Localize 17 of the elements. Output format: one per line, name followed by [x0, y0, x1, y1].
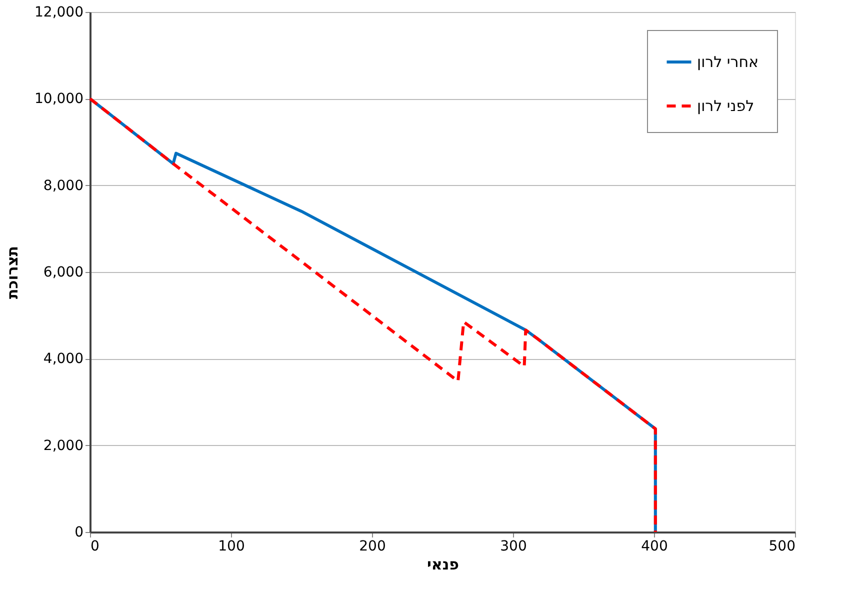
- x-tick-label: 200: [359, 538, 386, 554]
- legend-label: אחרי לרון: [697, 53, 759, 71]
- y-tick-label: 8,000: [43, 178, 84, 194]
- y-tick-label: 10,000: [34, 91, 84, 108]
- y-axis-title: תצרוכת: [4, 246, 22, 299]
- y-tick-label: 12,000: [34, 4, 84, 20]
- x-tick-label: 300: [500, 538, 527, 554]
- x-axis-title: פנאי: [427, 556, 460, 574]
- y-tick-label: 6,000: [43, 264, 84, 280]
- x-tick-label: 400: [641, 538, 668, 554]
- x-tick-label: 100: [218, 538, 245, 554]
- y-tick-label: 0: [74, 524, 84, 540]
- legend-label: לפני לרון: [697, 97, 754, 115]
- x-tick-label: 0: [90, 538, 100, 554]
- y-tick-label: 4,000: [43, 351, 84, 368]
- y-tick-label: 2,000: [43, 438, 84, 454]
- x-tick-label: 500: [768, 538, 796, 554]
